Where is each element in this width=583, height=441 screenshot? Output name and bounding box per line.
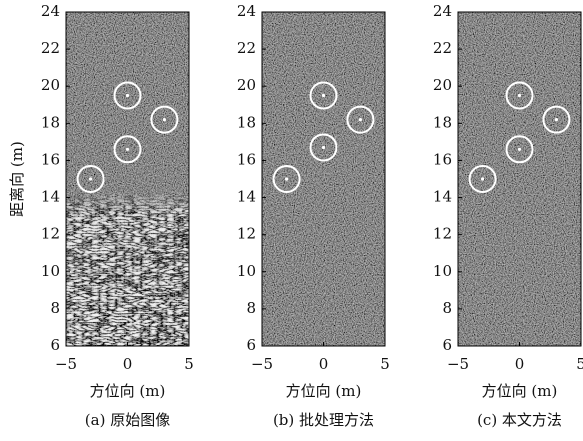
y-tick-label: 8 bbox=[50, 299, 60, 317]
y-tick-label: 20 bbox=[41, 76, 60, 94]
y-tick-label: 10 bbox=[41, 262, 60, 280]
target-dot bbox=[518, 94, 521, 97]
target-dot bbox=[322, 146, 325, 149]
x-tick-label: 0 bbox=[515, 355, 525, 373]
y-tick-label: 20 bbox=[237, 76, 256, 94]
target-dot bbox=[322, 94, 325, 97]
target-dot bbox=[89, 177, 92, 180]
target-dot bbox=[163, 118, 166, 121]
y-tick-label: 18 bbox=[433, 113, 452, 131]
y-tick-label: 14 bbox=[237, 188, 256, 206]
y-tick-label: 16 bbox=[237, 150, 256, 168]
speckle bbox=[458, 12, 581, 346]
target-dot bbox=[285, 177, 288, 180]
x-axis-label: 方位向 (m) bbox=[482, 382, 558, 400]
target-dot bbox=[555, 118, 558, 121]
x-axis-label: 方位向 (m) bbox=[286, 382, 362, 400]
y-tick-label: 14 bbox=[433, 188, 452, 206]
y-tick-label: 10 bbox=[433, 262, 452, 280]
x-tick-label: 0 bbox=[319, 355, 329, 373]
x-axis-label: 方位向 (m) bbox=[90, 382, 166, 400]
y-tick-label: 6 bbox=[50, 336, 60, 354]
x-tick-label: −5 bbox=[251, 355, 273, 373]
figure: 6 8 10 12 14 16 18 20 22 24 −5 0 5 方位向 (m) (a) 原始图像 距离向… bbox=[0, 0, 583, 441]
x-tick-label: 0 bbox=[123, 355, 133, 373]
x-tick-label: −5 bbox=[447, 355, 469, 373]
panel-caption: (b) 批处理方法 bbox=[273, 411, 374, 429]
x-tick-label: −5 bbox=[55, 355, 77, 373]
x-tick-label: 5 bbox=[184, 355, 194, 373]
y-axis-label: 距离向 (m) bbox=[8, 141, 26, 217]
speckle bbox=[262, 12, 385, 346]
x-tick-label: 5 bbox=[576, 355, 583, 373]
y-tick-label: 12 bbox=[237, 225, 256, 243]
target-dot bbox=[359, 118, 362, 121]
target-dot bbox=[126, 148, 129, 151]
y-tick-label: 24 bbox=[41, 2, 60, 20]
target-dot bbox=[126, 94, 129, 97]
y-tick-label: 22 bbox=[237, 39, 256, 57]
y-tick-label: 10 bbox=[237, 262, 256, 280]
y-tick-label: 16 bbox=[41, 150, 60, 168]
panel-caption: (c) 本文方法 bbox=[477, 411, 562, 429]
panel-caption: (a) 原始图像 bbox=[85, 411, 170, 429]
y-tick-label: 20 bbox=[433, 76, 452, 94]
target-dot bbox=[481, 177, 484, 180]
y-tick-label: 8 bbox=[442, 299, 452, 317]
target-dot bbox=[518, 148, 521, 151]
y-tick-label: 24 bbox=[433, 2, 452, 20]
y-tick-label: 22 bbox=[41, 39, 60, 57]
y-tick-label: 14 bbox=[41, 188, 60, 206]
y-tick-label: 12 bbox=[433, 225, 452, 243]
y-tick-label: 12 bbox=[41, 225, 60, 243]
y-tick-label: 18 bbox=[237, 113, 256, 131]
y-tick-label: 6 bbox=[246, 336, 256, 354]
clutter bbox=[66, 190, 189, 346]
y-tick-label: 16 bbox=[433, 150, 452, 168]
x-tick-label: 5 bbox=[380, 355, 390, 373]
y-tick-label: 18 bbox=[41, 113, 60, 131]
y-tick-label: 24 bbox=[237, 2, 256, 20]
y-tick-label: 22 bbox=[433, 39, 452, 57]
y-tick-label: 8 bbox=[246, 299, 256, 317]
y-tick-label: 6 bbox=[442, 336, 452, 354]
